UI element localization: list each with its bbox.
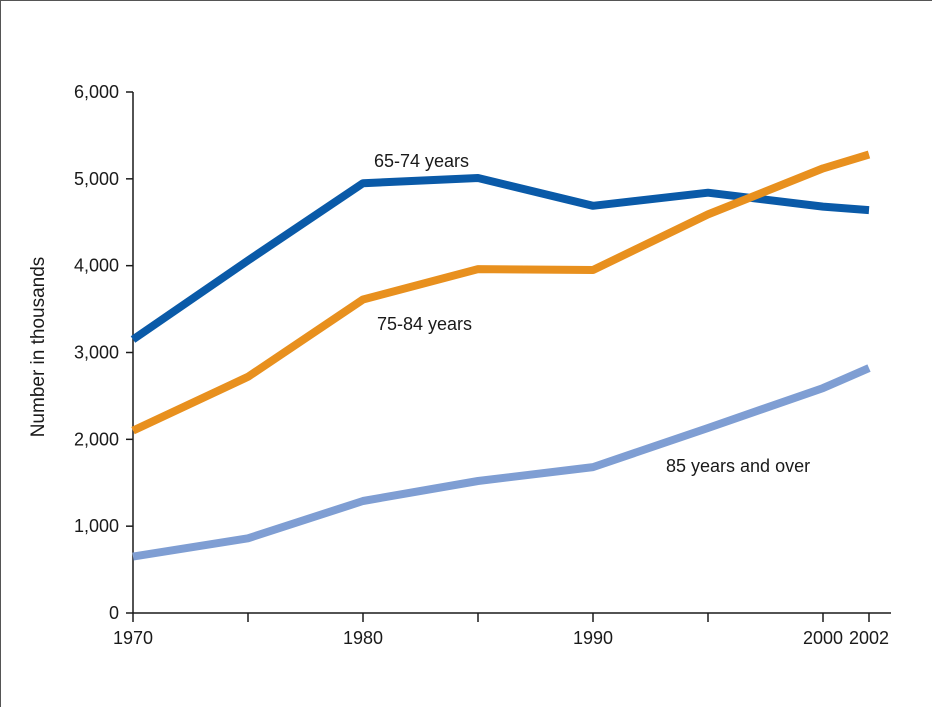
series-line-2 bbox=[132, 364, 871, 561]
y-tick-label: 1,000 bbox=[74, 516, 119, 536]
series-line-1 bbox=[131, 150, 871, 435]
y-tick-label: 5,000 bbox=[74, 169, 119, 189]
x-tick-label: 2000 bbox=[803, 628, 843, 648]
y-tick-label: 4,000 bbox=[74, 256, 119, 276]
x-tick-label: 1990 bbox=[573, 628, 613, 648]
y-axis-title: Number in thousands bbox=[28, 257, 49, 438]
x-tick-label: 2002 bbox=[849, 628, 889, 648]
series-label-65-74: 65-74 years bbox=[374, 151, 469, 171]
series-label-75-84: 75-84 years bbox=[377, 314, 472, 334]
y-tick-label: 2,000 bbox=[74, 429, 119, 449]
y-tick-label: 3,000 bbox=[74, 343, 119, 363]
series-lines bbox=[130, 150, 871, 561]
series-label-85-over: 85 years and over bbox=[666, 456, 810, 476]
series-line-0 bbox=[130, 174, 870, 343]
x-tick-label: 1980 bbox=[343, 628, 383, 648]
y-tick-label: 6,000 bbox=[74, 82, 119, 102]
y-tick-label: 0 bbox=[109, 603, 119, 623]
x-tick-label: 1970 bbox=[113, 628, 153, 648]
axes: 0 1,000 2,000 3,000 4,000 5,000 6,000 1970 1980 1… bbox=[74, 82, 891, 648]
